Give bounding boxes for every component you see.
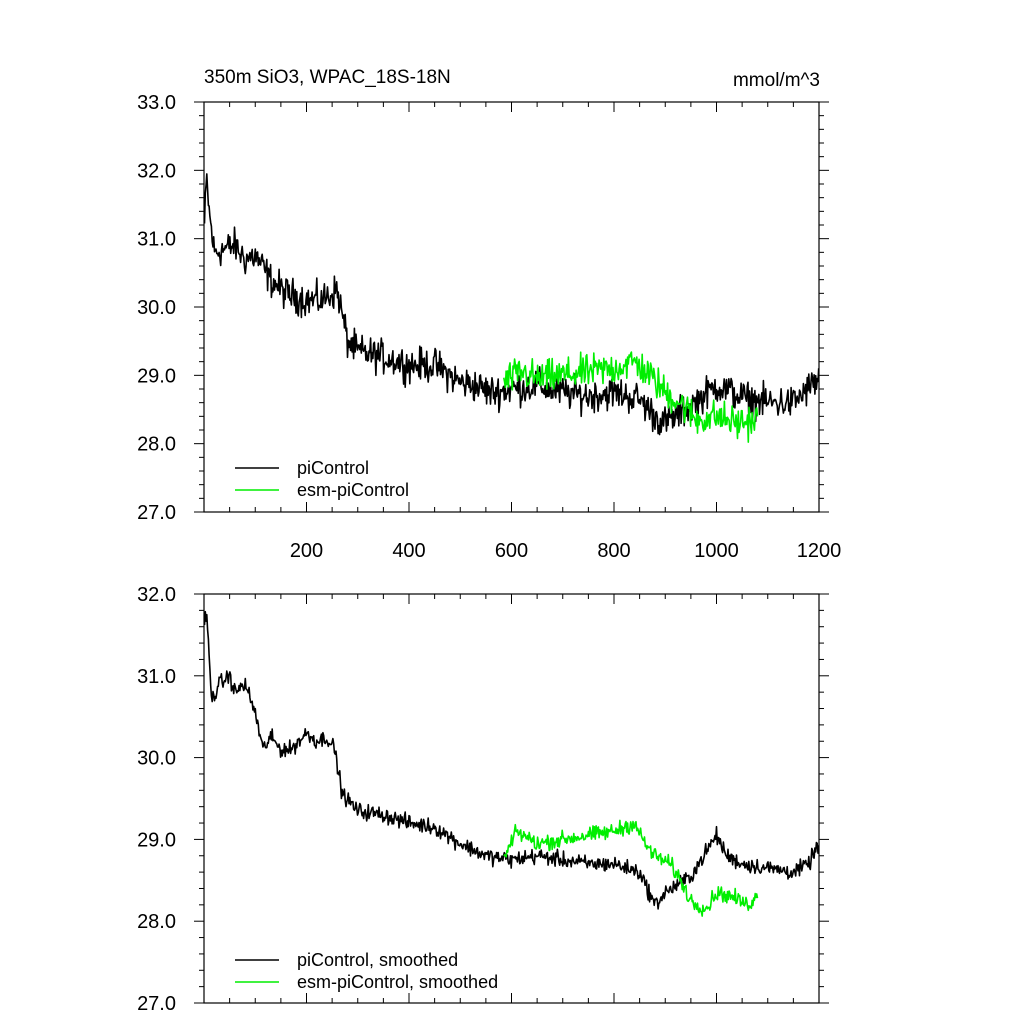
legend-label-esm-picontrol: esm-piControl (297, 480, 409, 500)
x-tick-label: 800 (597, 540, 630, 562)
legend: piControl esm-piControl (235, 458, 409, 500)
y-tick-label: 30.0 (137, 297, 176, 319)
chart-title: 350m SiO3, WPAC_18S-18N (204, 67, 451, 88)
plot-frame (203, 101, 820, 513)
x-tick-label: 1200 (797, 540, 842, 562)
y-tick-label: 32.0 (137, 160, 176, 182)
y-tick-label: 28.0 (137, 911, 176, 933)
series-line-esm-picontrol (503, 351, 759, 443)
legend: piControl, smoothed esm-piControl, smoot… (235, 950, 498, 992)
y-tick-label: 27.0 (137, 502, 176, 524)
series-line-esm-picontrol-smoothed (503, 819, 759, 917)
x-tick-label: 200 (290, 540, 323, 562)
top-panel: 350m SiO3, WPAC_18S-18N mmol/m^3 200 400 6… (137, 67, 841, 562)
series-line-picontrol (203, 173, 820, 436)
y-tick-label: 27.0 (137, 993, 176, 1015)
bottom-panel: 27.0 28.0 29.0 30.0 31.0 32.0 piControl, smoo… (137, 584, 829, 1015)
x-tick-label: 400 (392, 540, 425, 562)
y-tick-label: 29.0 (137, 829, 176, 851)
y-tick-label: 28.0 (137, 434, 176, 456)
legend-label-picontrol: piControl (297, 458, 369, 478)
y-tick-label: 33.0 (137, 92, 176, 114)
y-tick-label: 31.0 (137, 229, 176, 251)
x-tick-label: 1000 (694, 540, 739, 562)
legend-label-picontrol-smoothed: piControl, smoothed (297, 950, 458, 970)
y-tick-label: 30.0 (137, 748, 176, 770)
plot-frame (203, 593, 820, 1004)
y-tick-label: 31.0 (137, 666, 176, 688)
y-tick-label: 32.0 (137, 584, 176, 606)
legend-label-esm-picontrol-smoothed: esm-piControl, smoothed (297, 972, 498, 992)
x-tick-label: 600 (495, 540, 528, 562)
units-label: mmol/m^3 (733, 70, 820, 91)
y-tick-label: 29.0 (137, 365, 176, 387)
series-line-picontrol-smoothed (203, 610, 820, 910)
